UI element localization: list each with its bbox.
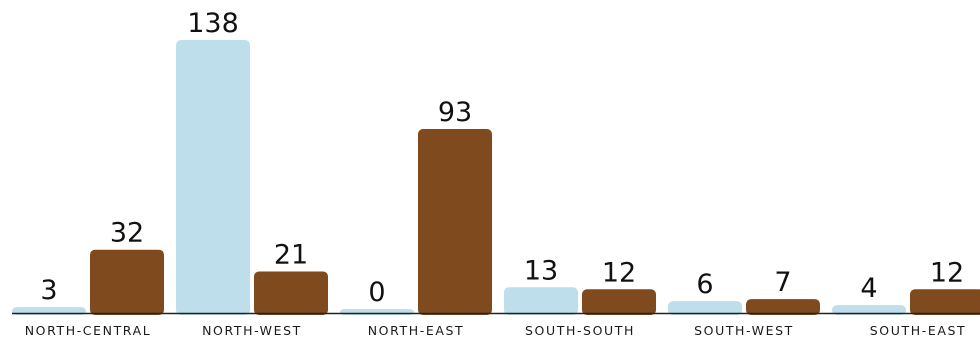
value-label-north-central-series-1: 3 <box>40 275 57 306</box>
category-label-north-west: NORTH-WEST <box>202 323 302 338</box>
bar-north-central-series-2 <box>90 249 164 315</box>
bar-south-east-series-1 <box>832 305 906 315</box>
value-label-south-west-series-1: 6 <box>696 269 713 300</box>
value-label-south-east-series-2: 12 <box>930 257 964 288</box>
category-label-south-east: SOUTH-EAST <box>870 323 967 338</box>
bar-north-west-series-2 <box>254 271 328 315</box>
value-labels-group: 3 32 138 21 0 93 13 12 6 7 4 12 <box>40 8 964 308</box>
bar-south-south-series-2 <box>582 289 656 315</box>
bar-south-west-series-1 <box>668 301 742 315</box>
category-labels-group: NORTH-CENTRAL NORTH-WEST NORTH-EAST SOUTH-S… <box>25 323 967 338</box>
value-label-north-east-series-1: 0 <box>368 277 385 308</box>
value-label-south-south-series-1: 13 <box>524 255 558 286</box>
category-label-south-west: SOUTH-WEST <box>694 323 794 338</box>
bar-north-east-series-2 <box>418 129 492 315</box>
bars-group <box>12 40 980 315</box>
bar-south-west-series-2 <box>746 299 820 315</box>
category-label-north-east: NORTH-EAST <box>368 323 465 338</box>
value-label-north-west-series-2: 21 <box>274 239 308 270</box>
value-label-north-west-series-1: 138 <box>187 8 239 39</box>
value-label-south-west-series-2: 7 <box>774 267 791 298</box>
value-label-north-central-series-2: 32 <box>110 218 144 249</box>
value-label-south-south-series-2: 12 <box>602 257 636 288</box>
value-label-north-east-series-2: 93 <box>438 97 472 128</box>
category-label-south-south: SOUTH-SOUTH <box>525 323 635 338</box>
category-label-north-central: NORTH-CENTRAL <box>25 323 152 338</box>
bar-south-south-series-1 <box>504 287 578 315</box>
value-label-south-east-series-1: 4 <box>860 273 877 304</box>
bar-north-west-series-1 <box>176 40 250 315</box>
bar-south-east-series-2 <box>910 289 980 315</box>
